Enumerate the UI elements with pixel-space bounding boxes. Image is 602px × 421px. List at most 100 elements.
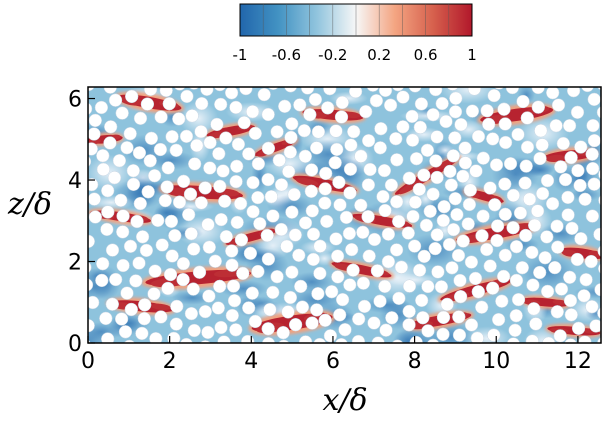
- particle: [409, 152, 424, 166]
- particle: [285, 205, 299, 219]
- particle: [352, 312, 366, 326]
- particle: [213, 87, 227, 92]
- particle: [597, 87, 601, 91]
- particle: [248, 126, 262, 141]
- particle: [578, 335, 592, 343]
- particle: [308, 92, 323, 107]
- particle: [116, 225, 130, 239]
- particle: [288, 228, 302, 242]
- particle: [458, 156, 473, 170]
- particle: [463, 183, 477, 197]
- particle: [456, 169, 470, 183]
- particle: [188, 157, 202, 171]
- particle: [379, 323, 393, 337]
- particle: [226, 279, 241, 293]
- particle: [311, 287, 325, 301]
- particle: [520, 140, 535, 154]
- particle: [335, 95, 349, 110]
- particle: [554, 160, 568, 174]
- particle: [241, 334, 255, 343]
- particle: [105, 297, 119, 311]
- particle: [192, 265, 207, 279]
- particle: [101, 184, 115, 198]
- y-tick-label: 4: [68, 169, 82, 194]
- particle: [107, 171, 122, 185]
- particle: [392, 214, 406, 229]
- y-tick-label: 6: [68, 88, 82, 113]
- particle: [143, 154, 157, 168]
- particle: [480, 242, 494, 257]
- particle: [304, 184, 318, 198]
- particle: [446, 149, 460, 163]
- particle: [442, 237, 457, 252]
- particle: [108, 93, 123, 107]
- particle: [160, 180, 174, 194]
- particle: [509, 309, 523, 323]
- particle: [392, 291, 406, 305]
- particle: [169, 317, 183, 331]
- particle: [104, 120, 118, 134]
- particle: [587, 177, 601, 191]
- texture-blob: [314, 251, 335, 266]
- particle: [586, 118, 600, 133]
- particle: [396, 90, 410, 104]
- particle: [357, 299, 372, 314]
- particle: [343, 278, 357, 292]
- particle: [430, 170, 444, 185]
- particle: [452, 328, 467, 342]
- particle: [313, 239, 327, 253]
- particle: [88, 210, 102, 224]
- particle: [558, 172, 573, 187]
- particle: [126, 177, 141, 191]
- particle: [431, 265, 445, 279]
- particle: [88, 177, 99, 192]
- x-tick-label: 10: [482, 349, 510, 374]
- particle: [437, 200, 451, 214]
- y-tick-label: 0: [68, 332, 82, 357]
- particle: [520, 111, 534, 125]
- particle: [323, 329, 338, 343]
- particle: [115, 106, 129, 120]
- particle: [361, 178, 376, 192]
- particle: [530, 204, 545, 218]
- particle: [233, 196, 248, 211]
- particle: [274, 178, 289, 192]
- particle: [450, 207, 464, 222]
- particle: [596, 106, 601, 119]
- particle: [88, 127, 101, 141]
- particle: [318, 182, 332, 196]
- particle: [391, 339, 404, 343]
- particle: [184, 306, 199, 321]
- particle: [88, 295, 100, 310]
- particle: [518, 176, 532, 190]
- particle: [161, 281, 175, 296]
- particle: [88, 192, 101, 206]
- particle: [497, 102, 511, 116]
- particle: [354, 198, 368, 212]
- particle: [359, 104, 373, 119]
- particle: [183, 187, 198, 201]
- particle: [371, 336, 385, 343]
- particle: [452, 310, 466, 324]
- particle: [334, 110, 349, 124]
- particle: [163, 267, 178, 282]
- particle: [579, 273, 593, 287]
- particle: [597, 307, 601, 320]
- particle: [229, 100, 243, 115]
- particle: [585, 147, 599, 161]
- particle: [405, 109, 419, 124]
- particle: [229, 174, 243, 189]
- particle: [261, 337, 276, 343]
- particle: [140, 97, 155, 111]
- particle: [564, 338, 577, 343]
- particle: [88, 155, 92, 168]
- particle: [261, 107, 275, 122]
- particle: [445, 261, 459, 275]
- particle: [158, 193, 172, 208]
- particle: [190, 138, 204, 153]
- particle: [464, 255, 479, 269]
- particle: [332, 175, 346, 189]
- particle: [378, 87, 393, 98]
- particle: [278, 99, 292, 113]
- particle: [486, 132, 500, 146]
